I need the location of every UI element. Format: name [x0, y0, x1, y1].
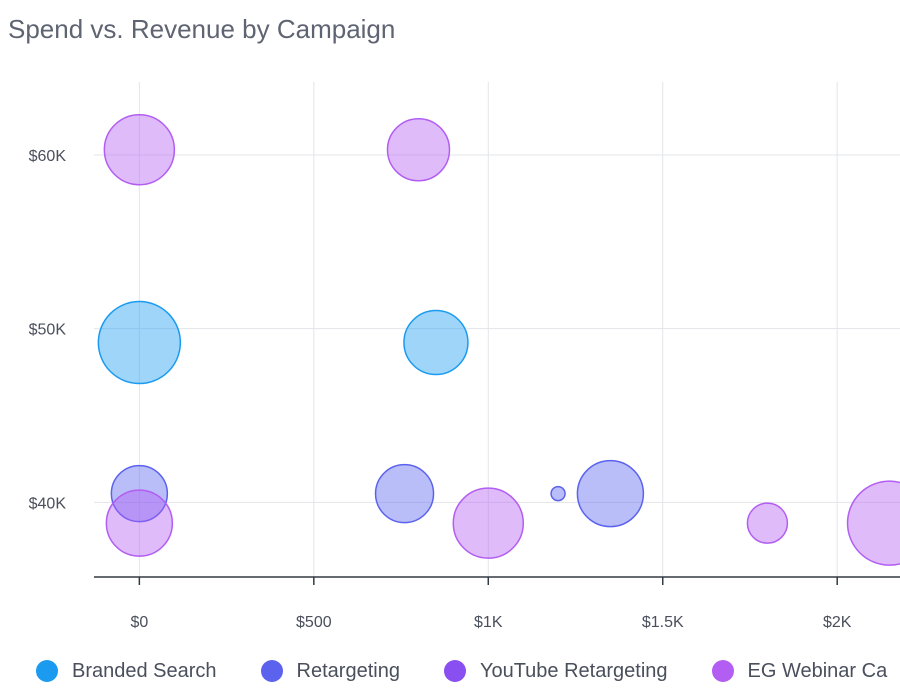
- legend-item[interactable]: EG Webinar Ca: [711, 659, 888, 683]
- legend-label: Branded Search: [72, 659, 217, 682]
- data-point[interactable]: [746, 502, 789, 544]
- gridlines: [94, 82, 900, 577]
- legend-item[interactable]: YouTube Retargeting: [443, 659, 668, 683]
- y-axis-ticks: $40K $50K $60K: [29, 148, 67, 512]
- legend-swatch: [443, 660, 466, 682]
- legend-swatch: [260, 660, 283, 682]
- legend-swatch: [711, 660, 734, 682]
- data-point[interactable]: [105, 489, 174, 557]
- bubble-layer: [97, 113, 900, 566]
- x-tick-label: $2K: [823, 614, 852, 631]
- scatter-plot: $0 $500 $1K $1.5K $2K $40K $50K $60K: [29, 82, 900, 631]
- data-point[interactable]: [452, 487, 525, 559]
- x-tick-label: $500: [296, 614, 332, 631]
- legend-item[interactable]: Retargeting: [260, 659, 400, 683]
- data-point[interactable]: [576, 459, 645, 528]
- data-point[interactable]: [846, 480, 900, 566]
- legend-swatch: [36, 660, 58, 682]
- legend-label: EG Webinar Ca: [747, 659, 888, 682]
- x-tick-label: $1K: [474, 614, 503, 631]
- x-tick-label: $0: [130, 614, 148, 631]
- y-tick-label: $60K: [29, 148, 67, 165]
- legend-label: YouTube Retargeting: [479, 659, 668, 682]
- data-point[interactable]: [403, 309, 469, 376]
- data-point[interactable]: [386, 117, 451, 182]
- x-axis-ticks: $0 $500 $1K $1.5K $2K: [130, 577, 852, 631]
- legend-label: Retargeting: [296, 659, 400, 682]
- data-point[interactable]: [110, 464, 169, 523]
- data-point[interactable]: [97, 300, 182, 385]
- y-tick-label: $50K: [29, 322, 67, 339]
- data-point[interactable]: [550, 485, 566, 502]
- data-point[interactable]: [103, 113, 176, 186]
- legend-item[interactable]: Branded Search: [36, 660, 217, 683]
- x-tick-label: $1.5K: [642, 614, 684, 631]
- data-point[interactable]: [374, 463, 435, 524]
- legend: Branded Search Retargeting YouTube Retarge…: [36, 654, 900, 688]
- y-tick-label: $40K: [29, 495, 67, 512]
- chart-title: Spend vs. Revenue by Campaign: [8, 14, 396, 44]
